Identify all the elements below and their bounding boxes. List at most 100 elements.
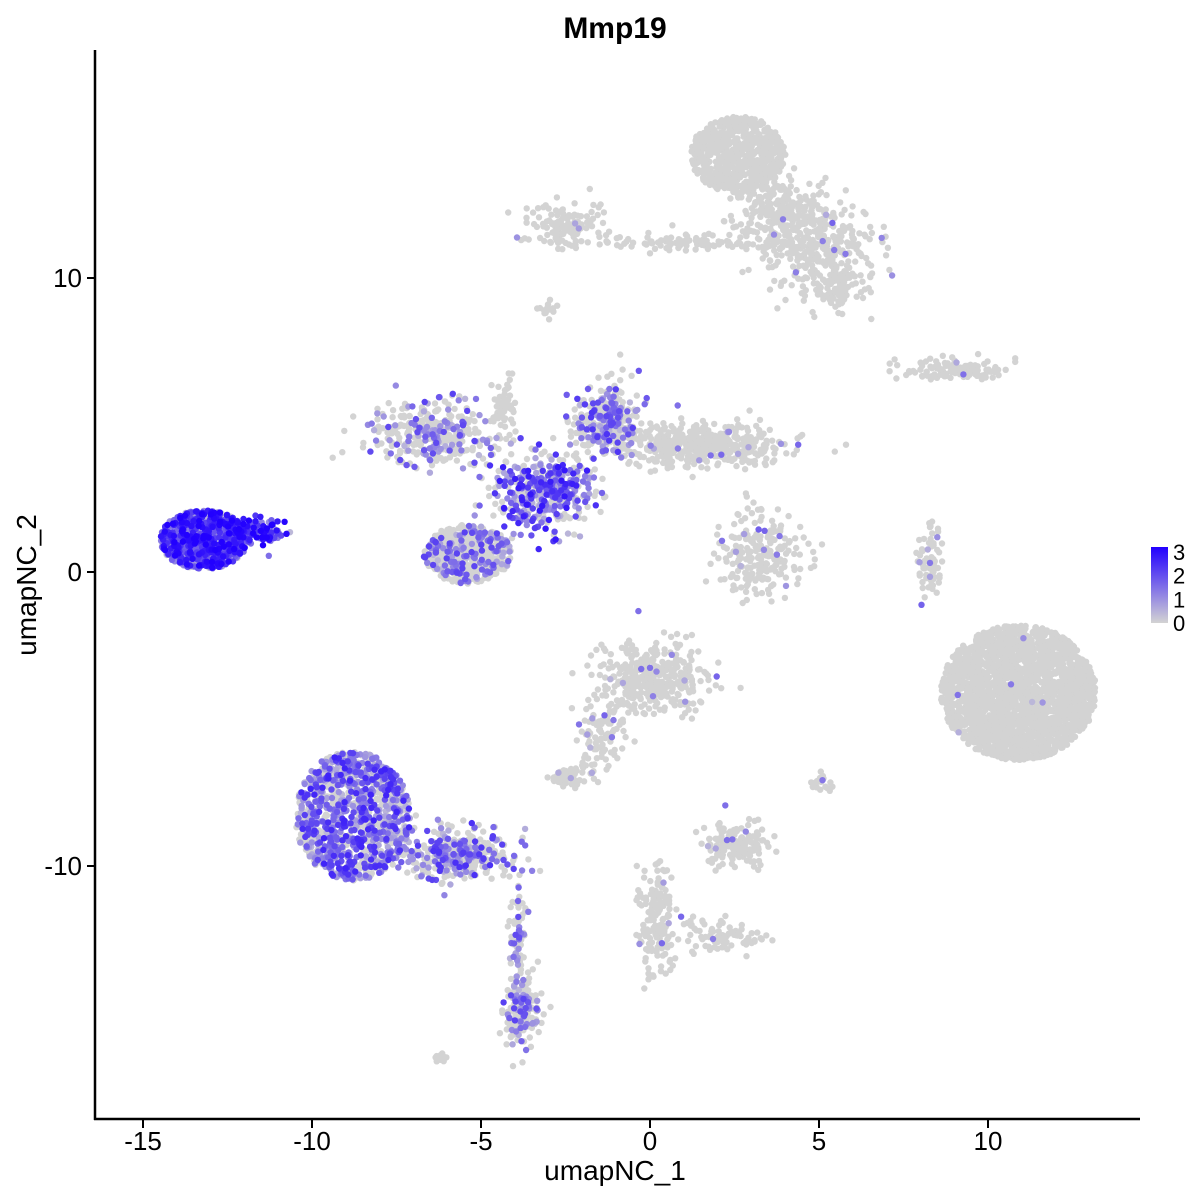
cell-point [784,227,791,234]
cell-point [785,188,792,195]
cell-point [574,212,581,219]
cell-point [793,186,800,194]
cell-point [830,233,837,240]
cell-point [726,163,733,171]
cell-point [922,358,930,365]
cell-point [816,288,823,295]
cell-point [538,450,545,458]
cell-point [559,206,566,213]
cell-point [758,200,765,207]
cell-point [753,176,761,183]
cell-point [792,535,799,542]
cell-point [742,575,749,582]
cell-point [608,370,615,377]
cell-point [942,371,949,379]
cell-point [502,458,509,465]
cell-point [838,211,845,218]
cell-point [802,193,809,200]
cell-point [645,229,652,237]
cell-point [838,299,846,306]
cell-point [815,205,822,212]
cell-point [742,569,749,576]
cell-point [787,248,794,256]
cell-point [506,376,513,383]
cell-point [543,224,550,231]
cell-point [722,555,730,562]
cell-point [726,131,733,139]
cell-point [441,398,448,405]
cell-point [894,362,901,369]
cell-point [743,583,750,590]
cell-point [584,448,591,456]
cell-point [742,114,749,121]
cell-point [570,452,578,459]
cell-point [919,584,926,592]
cell-point [742,123,749,131]
cell-point [721,150,728,158]
cell-point [805,540,812,547]
cell-point [938,540,946,547]
cell-point [746,407,753,414]
cell-point [983,366,990,373]
cell-point [733,127,740,134]
cell-point [789,199,797,206]
cell-point [767,538,774,546]
cell-point [572,244,580,252]
cell-point [767,225,774,232]
cell-point [734,154,742,161]
cell-point [769,242,776,249]
cell-point [861,286,868,293]
cell-point [830,295,837,302]
cell-point [762,445,769,453]
cell-point [360,439,367,447]
cell-point [745,266,752,274]
cell-point [553,219,560,227]
cell-point [750,228,757,235]
cell-point [761,135,768,142]
cell-point [554,239,562,246]
cell-point [928,365,936,372]
cell-point [991,365,999,372]
cell-point [329,454,336,461]
cell-point [769,148,776,155]
cell-point [843,292,850,299]
cell-point [727,195,734,202]
cell-point [779,239,787,247]
cell-point [791,566,798,574]
cell-point [774,305,781,312]
cell-point [787,255,794,262]
cell-point [675,427,683,434]
cell-point [777,163,785,170]
cell-point [822,174,829,182]
cell-point [693,133,700,140]
cell-point [385,399,392,407]
cell-point [789,263,797,270]
cell-point [939,352,946,359]
cell-point [684,464,691,471]
cell-point [581,442,589,449]
cell-point [867,273,874,281]
cell-point [763,183,770,191]
cell-point [523,214,530,221]
cell-point [581,515,588,522]
cell-point [604,239,611,246]
cell-point [433,407,440,414]
cell-point [401,414,408,421]
cell-point [559,246,566,253]
cell-point [660,420,667,427]
cell-point [937,366,945,373]
cell-point [740,435,748,442]
cell-point [740,132,747,139]
cell-point [492,500,499,507]
cell-point [849,243,857,250]
cell-point [554,225,561,232]
cell-point [617,243,624,250]
cell-point [742,207,749,215]
cell-point [934,528,942,535]
cell-point [453,457,461,464]
cell-point [734,435,741,443]
cell-point [755,193,763,201]
cell-point [800,237,807,245]
cell-point [596,233,603,240]
cell-point [836,227,843,235]
